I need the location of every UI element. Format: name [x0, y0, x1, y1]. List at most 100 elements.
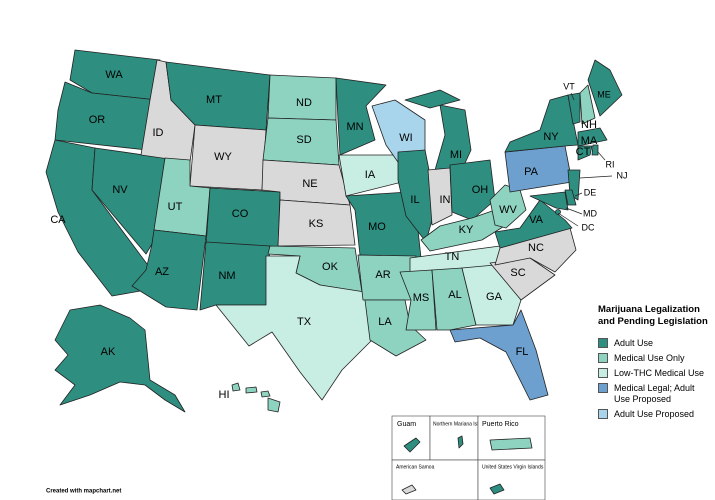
legend-swatch: [598, 409, 608, 419]
state-label: MT: [206, 94, 222, 106]
legend-label: Adult Use Proposed: [614, 409, 695, 419]
state-label: ME: [597, 89, 611, 99]
state-label: DE: [584, 187, 597, 197]
legend: Marijuana Legalization and Pending Legis…: [598, 304, 710, 424]
state-shape: [335, 77, 387, 156]
legend-item: Low-THC Medical Use: [598, 368, 710, 379]
state-shape: [461, 264, 522, 326]
state-label: VT: [563, 81, 575, 91]
state-label: NY: [543, 131, 559, 143]
state-label: AK: [101, 346, 116, 358]
state-label: SC: [510, 267, 525, 279]
legend-item: Medical Legal; Adult Use Proposed: [598, 383, 710, 405]
legend-item: Adult Use Proposed: [598, 409, 710, 420]
state-shape: [54, 304, 186, 413]
state-label: OR: [89, 114, 106, 126]
state-label: HI: [219, 389, 230, 401]
legend-item: Medical Use Only: [598, 353, 710, 364]
state-label: MN: [346, 121, 363, 133]
state-label: OH: [472, 184, 489, 196]
state-label: NJ: [617, 170, 628, 180]
state-shape: [504, 145, 573, 193]
state-shape: [489, 184, 527, 229]
territory-shape: [489, 483, 505, 495]
state-label: MI: [450, 149, 462, 161]
state-label: CO: [232, 208, 249, 220]
state-label: CA: [50, 214, 66, 226]
state-label: MS: [413, 292, 430, 304]
state-label: ND: [296, 97, 312, 109]
state-label: MO: [368, 221, 386, 233]
state-label: IA: [365, 169, 376, 181]
state-shape: [577, 145, 593, 161]
state-label: MA: [581, 135, 598, 147]
territory-shape: [489, 437, 533, 451]
leader-line: [574, 192, 583, 197]
state-label: MD: [583, 208, 597, 218]
state-label: NE: [302, 178, 317, 190]
state-label: NH: [581, 119, 597, 131]
state-shape: [434, 104, 472, 173]
state-label: PA: [524, 166, 539, 178]
state-label: ID: [153, 127, 164, 139]
state-label: AL: [448, 289, 461, 301]
territory-label: Puerto Rico: [482, 421, 519, 428]
state-label: TX: [297, 316, 312, 328]
territory-shape: [401, 484, 417, 495]
state-label: WY: [214, 151, 232, 163]
state-label: NM: [218, 270, 235, 282]
legend-swatch: [598, 383, 608, 393]
state-shape: [555, 209, 561, 215]
leader-line: [579, 175, 613, 179]
territory-shape: [457, 435, 464, 449]
state-shape: [504, 94, 579, 153]
inset-box: [477, 459, 546, 500]
state-label: AR: [375, 269, 390, 281]
state-label: OK: [322, 261, 339, 273]
state-label: WA: [105, 69, 123, 81]
state-label: AZ: [155, 266, 169, 278]
territory-label: United States Virgin Islands: [482, 464, 544, 470]
state-shape: [277, 199, 356, 247]
state-shape: [267, 397, 281, 413]
state-label: KY: [459, 224, 474, 236]
state-shape: [215, 255, 373, 401]
state-label: CT: [576, 146, 591, 158]
state-shape: [587, 59, 623, 117]
state-shape: [579, 84, 596, 125]
state-shape: [529, 191, 569, 211]
state-shape: [245, 386, 258, 394]
state-label: TN: [445, 251, 460, 263]
state-shape: [577, 127, 608, 147]
leader-line: [557, 212, 579, 227]
credit: Created with mapchart.net: [46, 489, 121, 495]
state-shape: [231, 382, 241, 392]
legend-swatch: [598, 353, 608, 363]
legend-item: Adult Use: [598, 338, 710, 349]
legend-title: Marijuana Legalization and Pending Legis…: [598, 304, 708, 327]
state-shape: [564, 189, 577, 206]
state-shape: [449, 159, 496, 221]
territory-shape: [403, 437, 421, 453]
leader-line: [597, 151, 606, 161]
state-shape: [260, 390, 271, 398]
state-shape: [131, 229, 207, 311]
state-label: FL: [516, 346, 529, 358]
leader-line: [570, 92, 575, 101]
state-label: DC: [582, 222, 595, 232]
legend-swatch: [598, 338, 608, 348]
territory-label: Northern Mariana Islands: [433, 421, 490, 427]
state-shape: [431, 267, 477, 331]
state-shape: [449, 309, 549, 401]
legend-label: Medical Legal; Adult Use Proposed: [614, 383, 695, 404]
territory-label: Guam: [397, 421, 416, 428]
state-shape: [399, 269, 437, 331]
state-label: NV: [112, 184, 128, 196]
legend-label: Adult Use: [614, 338, 654, 348]
state-label: WV: [499, 204, 517, 216]
state-label: VA: [529, 214, 544, 226]
legend-label: Low-THC Medical Use: [614, 368, 705, 378]
state-shape: [427, 167, 453, 226]
